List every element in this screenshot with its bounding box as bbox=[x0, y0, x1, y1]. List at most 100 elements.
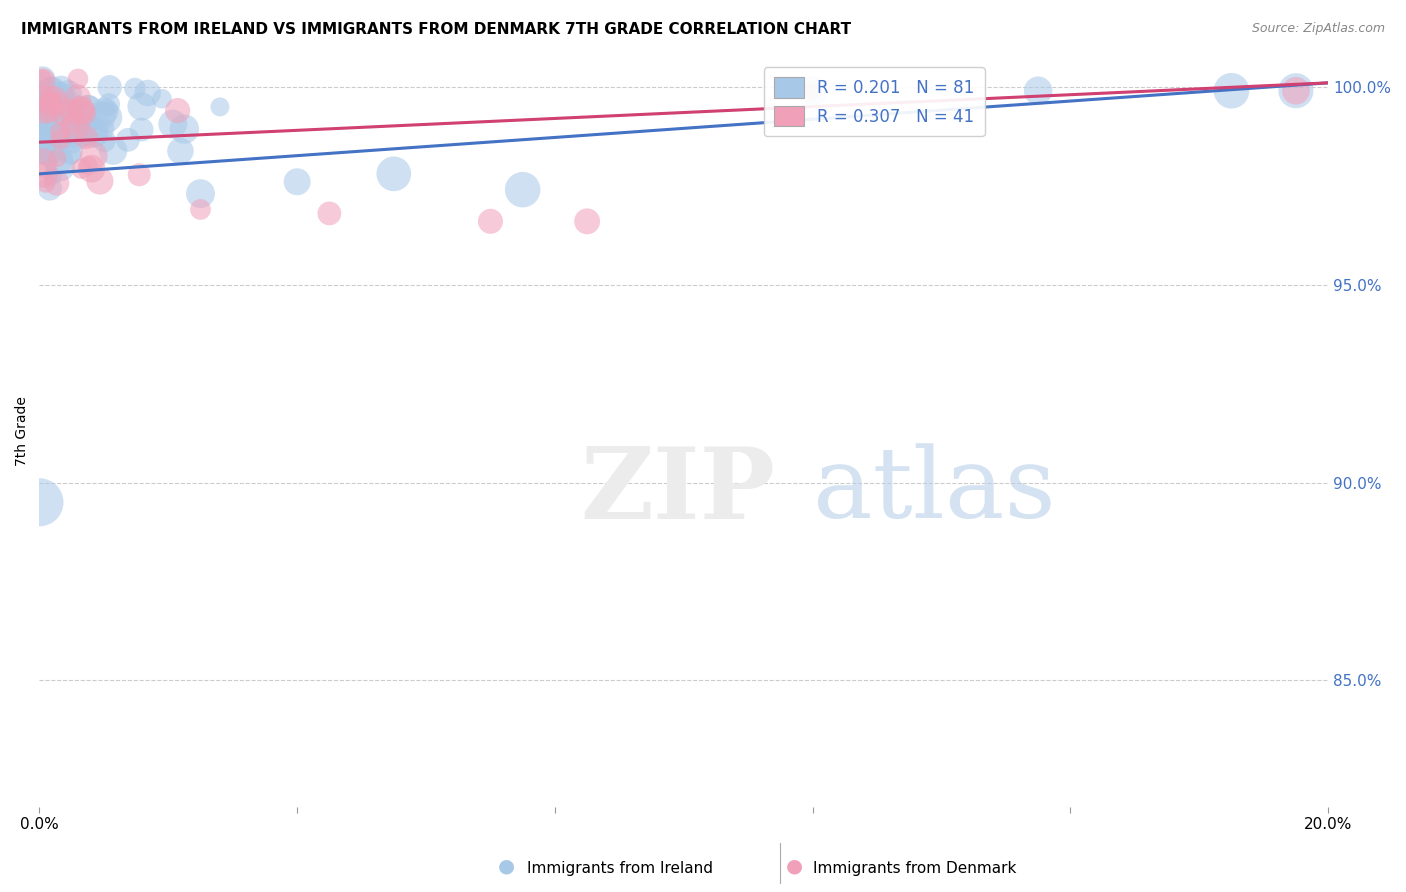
Point bbox=[31, 91, 53, 105]
Point bbox=[66, 90, 89, 104]
Point bbox=[77, 103, 100, 118]
Point bbox=[42, 122, 65, 136]
Point bbox=[59, 145, 82, 160]
Point bbox=[96, 111, 118, 125]
Point bbox=[76, 115, 98, 129]
Point bbox=[318, 206, 340, 220]
Point bbox=[190, 186, 212, 201]
Point bbox=[190, 202, 212, 217]
Point bbox=[32, 103, 55, 118]
Point bbox=[42, 169, 65, 183]
Point bbox=[49, 98, 72, 112]
Point bbox=[53, 86, 76, 100]
Point bbox=[69, 103, 91, 117]
Point bbox=[576, 214, 599, 228]
Point bbox=[34, 146, 56, 161]
Point bbox=[38, 103, 60, 118]
Point bbox=[82, 125, 104, 139]
Point bbox=[98, 97, 121, 112]
Point bbox=[67, 108, 90, 122]
Point bbox=[131, 99, 153, 113]
Point bbox=[63, 120, 86, 134]
Point bbox=[46, 100, 69, 114]
Point bbox=[131, 122, 153, 136]
Point bbox=[60, 148, 83, 162]
Text: ●: ● bbox=[786, 857, 803, 876]
Point bbox=[59, 125, 82, 139]
Point bbox=[52, 107, 75, 121]
Point bbox=[1285, 84, 1308, 98]
Point bbox=[801, 84, 824, 98]
Point bbox=[124, 81, 146, 95]
Point bbox=[77, 159, 100, 173]
Point bbox=[173, 122, 195, 136]
Point bbox=[49, 159, 72, 173]
Y-axis label: 7th Grade: 7th Grade bbox=[15, 396, 30, 466]
Point bbox=[84, 128, 107, 143]
Point bbox=[801, 84, 824, 98]
Point bbox=[46, 151, 69, 165]
Point bbox=[382, 167, 405, 181]
Point bbox=[31, 71, 53, 86]
Point bbox=[1220, 84, 1243, 98]
Point bbox=[89, 174, 111, 188]
Point bbox=[28, 495, 51, 509]
Text: Immigrants from Denmark: Immigrants from Denmark bbox=[813, 861, 1017, 876]
Point bbox=[94, 104, 117, 119]
Point bbox=[150, 92, 173, 106]
Point bbox=[67, 103, 90, 117]
Point bbox=[66, 71, 89, 86]
Point bbox=[53, 122, 76, 136]
Point bbox=[51, 83, 73, 97]
Point bbox=[45, 176, 67, 190]
Point bbox=[67, 128, 90, 142]
Point bbox=[285, 175, 308, 189]
Point bbox=[31, 74, 53, 88]
Point bbox=[52, 112, 75, 127]
Point bbox=[35, 97, 58, 112]
Point bbox=[37, 144, 59, 158]
Point bbox=[31, 143, 53, 157]
Point bbox=[38, 181, 60, 195]
Point bbox=[35, 106, 58, 120]
Point bbox=[48, 125, 70, 139]
Point bbox=[31, 102, 53, 116]
Point bbox=[46, 153, 69, 167]
Point bbox=[75, 130, 97, 145]
Text: IMMIGRANTS FROM IRELAND VS IMMIGRANTS FROM DENMARK 7TH GRADE CORRELATION CHART: IMMIGRANTS FROM IRELAND VS IMMIGRANTS FR… bbox=[21, 22, 851, 37]
Point bbox=[169, 144, 191, 158]
Text: Source: ZipAtlas.com: Source: ZipAtlas.com bbox=[1251, 22, 1385, 36]
Point bbox=[31, 144, 53, 158]
Point bbox=[48, 88, 70, 103]
Point bbox=[136, 86, 159, 100]
Point bbox=[80, 161, 103, 176]
Point bbox=[117, 133, 139, 147]
Point bbox=[31, 119, 53, 133]
Point bbox=[49, 132, 72, 146]
Point bbox=[32, 103, 55, 117]
Point bbox=[479, 214, 502, 228]
Point bbox=[91, 121, 114, 136]
Point bbox=[55, 104, 77, 119]
Point bbox=[69, 103, 91, 118]
Point bbox=[31, 106, 53, 120]
Point bbox=[512, 183, 534, 197]
Point bbox=[67, 110, 90, 124]
Point bbox=[39, 95, 62, 109]
Point bbox=[98, 80, 121, 95]
Text: Immigrants from Ireland: Immigrants from Ireland bbox=[527, 861, 713, 876]
Point bbox=[38, 89, 60, 103]
Point bbox=[96, 101, 118, 115]
Point bbox=[44, 90, 66, 104]
Point bbox=[70, 161, 93, 176]
Point bbox=[39, 84, 62, 98]
Point bbox=[56, 87, 79, 101]
Point bbox=[34, 168, 56, 182]
Legend: R = 0.201   N = 81, R = 0.307   N = 41: R = 0.201 N = 81, R = 0.307 N = 41 bbox=[763, 67, 984, 136]
Point bbox=[38, 131, 60, 145]
Point bbox=[1285, 84, 1308, 98]
Point bbox=[59, 100, 82, 114]
Point bbox=[59, 103, 82, 118]
Point bbox=[83, 149, 105, 163]
Point bbox=[38, 126, 60, 140]
